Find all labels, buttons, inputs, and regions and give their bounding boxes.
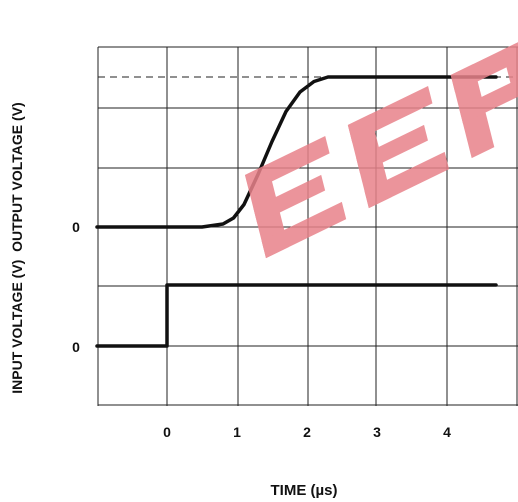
input-zero-label: 0 [72,339,80,355]
x-tick-label: 0 [163,424,171,440]
x-tick-labels: 0 1 2 3 4 [163,424,451,440]
chart-traces [95,75,498,348]
watermark [245,39,518,259]
x-tick-label: 1 [233,424,241,440]
input-voltage-trace [95,283,498,348]
output-voltage-trace [95,75,498,229]
x-tick-label: 3 [373,424,381,440]
output-zero-label: 0 [72,219,80,235]
x-axis-label: TIME (µs) [271,482,338,499]
x-tick-label: 2 [303,424,311,440]
x-tick-label: 4 [443,424,451,440]
watermark-logo [245,39,518,259]
y-axis-label: INPUT VOLTAGE (V) OUTPUT VOLTAGE (V) [9,102,25,393]
